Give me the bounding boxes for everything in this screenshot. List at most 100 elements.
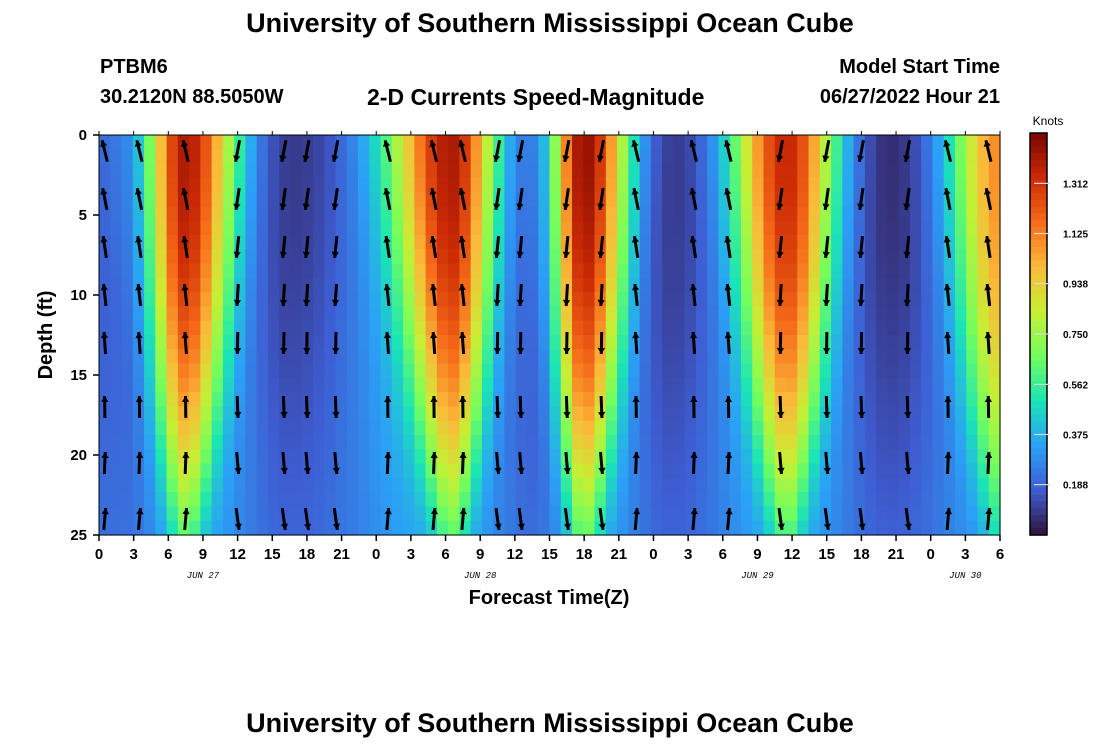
vector-head bbox=[724, 284, 732, 291]
heat-cell bbox=[391, 263, 404, 279]
heat-cell bbox=[403, 506, 415, 522]
heat-cell bbox=[279, 477, 292, 493]
heat-cell bbox=[909, 377, 922, 393]
heat-cell bbox=[346, 306, 359, 322]
heat-cell bbox=[211, 220, 224, 236]
heat-cell bbox=[932, 506, 945, 522]
heat-cell bbox=[549, 349, 562, 365]
heat-cell bbox=[414, 392, 427, 408]
heat-cell bbox=[200, 363, 213, 379]
vector-head bbox=[458, 188, 466, 195]
heat-cell bbox=[583, 263, 596, 279]
heat-cell bbox=[358, 292, 370, 308]
heat-cell bbox=[166, 449, 179, 465]
heat-cell bbox=[121, 406, 134, 422]
heat-cell bbox=[549, 163, 562, 179]
heat-cell bbox=[617, 206, 629, 222]
heat-cell bbox=[583, 477, 596, 493]
heat-cell bbox=[403, 163, 415, 179]
y-tick-label: 20 bbox=[70, 447, 87, 464]
heat-cell bbox=[538, 177, 551, 193]
heat-cell bbox=[391, 135, 404, 150]
heat-cell bbox=[707, 492, 720, 508]
x-tick-label: 6 bbox=[719, 546, 727, 563]
heat-cell bbox=[853, 263, 866, 279]
heat-cell bbox=[99, 263, 111, 279]
heat-cell bbox=[346, 277, 359, 293]
heat-cell bbox=[312, 149, 325, 165]
current-vector bbox=[181, 187, 190, 211]
heat-cell bbox=[110, 292, 123, 308]
heat-cell bbox=[110, 149, 123, 165]
heat-cell bbox=[842, 506, 855, 522]
heat-cell bbox=[234, 506, 247, 522]
current-vector bbox=[823, 451, 831, 475]
current-vector bbox=[181, 283, 189, 307]
heat-cell bbox=[808, 249, 821, 265]
heat-cell bbox=[290, 206, 303, 222]
heat-cell bbox=[211, 363, 224, 379]
heat-cell bbox=[414, 506, 427, 522]
heat-cell bbox=[267, 435, 280, 450]
heat-cell bbox=[887, 163, 900, 179]
current-vector bbox=[858, 507, 866, 531]
vector-head bbox=[303, 411, 311, 418]
heat-cell bbox=[786, 435, 798, 450]
heat-cell bbox=[256, 392, 269, 408]
heat-cell bbox=[380, 292, 393, 308]
heat-cell bbox=[752, 477, 765, 493]
heat-cell bbox=[222, 249, 235, 265]
heat-cell bbox=[414, 192, 427, 208]
heat-cell bbox=[898, 220, 911, 236]
heat-cell bbox=[763, 292, 776, 308]
heat-cell bbox=[155, 135, 168, 150]
heat-cell bbox=[358, 349, 370, 365]
heat-cell bbox=[425, 177, 438, 193]
heat-cell bbox=[403, 392, 415, 408]
heat-cell bbox=[358, 506, 370, 522]
heat-cell bbox=[459, 163, 472, 179]
colorbar-swatch bbox=[1030, 427, 1047, 436]
vector-head bbox=[331, 251, 339, 258]
vector-head bbox=[233, 251, 241, 258]
heat-cell bbox=[380, 263, 393, 279]
heat-cell bbox=[504, 392, 517, 408]
heat-cell bbox=[290, 335, 303, 350]
heat-cell bbox=[245, 263, 258, 279]
colorbar-tick-label: 0.375 bbox=[1063, 431, 1088, 442]
heat-cell bbox=[617, 220, 629, 236]
heat-cell bbox=[493, 363, 506, 379]
heat-cell bbox=[267, 306, 280, 322]
heat-cell bbox=[662, 463, 674, 479]
x-tick-label: 15 bbox=[541, 546, 558, 563]
heat-cell bbox=[740, 477, 753, 493]
heat-cell bbox=[436, 349, 449, 365]
heat-cell bbox=[312, 420, 325, 436]
heat-cell bbox=[729, 320, 742, 336]
heat-cell bbox=[853, 306, 866, 322]
heat-cell bbox=[617, 292, 629, 308]
current-vector bbox=[904, 507, 912, 531]
heat-cell bbox=[436, 477, 449, 493]
heat-cell bbox=[110, 220, 123, 236]
heat-cell bbox=[290, 177, 303, 193]
model-start-value: 06/27/2022 Hour 21 bbox=[819, 86, 1000, 108]
heat-cell bbox=[628, 306, 641, 322]
heat-cell bbox=[301, 492, 314, 508]
heat-cell bbox=[380, 249, 393, 265]
heat-cell bbox=[144, 406, 156, 422]
heat-cell bbox=[245, 492, 258, 508]
heat-cell bbox=[369, 492, 382, 508]
heat-cell bbox=[853, 363, 866, 379]
heat-cell bbox=[481, 520, 494, 536]
heat-cell bbox=[662, 306, 674, 322]
heat-cell bbox=[831, 449, 843, 465]
heat-cell bbox=[155, 320, 168, 336]
heat-cell bbox=[639, 320, 652, 336]
heat-cell bbox=[403, 220, 415, 236]
heat-cell bbox=[831, 306, 843, 322]
heat-cell bbox=[132, 435, 145, 450]
vector-head bbox=[494, 467, 502, 474]
heat-cell bbox=[695, 206, 708, 222]
current-vector bbox=[776, 331, 785, 355]
